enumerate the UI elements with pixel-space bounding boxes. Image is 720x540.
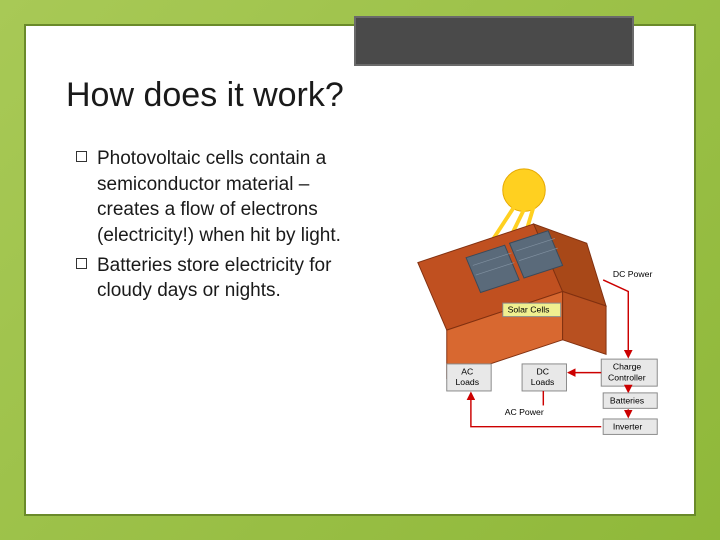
- diagram-svg: Solar Cells DC Power AC Loads DC Loads C…: [374, 166, 674, 446]
- label-text: Solar Cells: [508, 305, 551, 315]
- bullet-list: Photovoltaic cells contain a semiconduct…: [76, 146, 366, 308]
- arrow: [603, 280, 628, 357]
- label-text: Controller: [608, 372, 646, 382]
- label-text: Charge: [613, 362, 642, 372]
- label-text: DC: [537, 367, 550, 377]
- bullet-text: Batteries store electricity for cloudy d…: [97, 253, 366, 304]
- slide-container: How does it work? Photovoltaic cells con…: [24, 24, 696, 516]
- label-text: Batteries: [610, 396, 645, 406]
- solar-diagram: Solar Cells DC Power AC Loads DC Loads C…: [374, 166, 674, 446]
- label-text: Loads: [455, 377, 479, 387]
- sun-icon: [503, 169, 545, 211]
- bullet-text: Photovoltaic cells contain a semiconduct…: [97, 146, 366, 249]
- label-text: Inverter: [613, 422, 643, 432]
- label-text: Loads: [531, 377, 555, 387]
- bullet-marker: [76, 151, 87, 162]
- list-item: Batteries store electricity for cloudy d…: [76, 253, 366, 304]
- bullet-marker: [76, 258, 87, 269]
- label-ac-power: AC Power: [505, 407, 544, 417]
- slide-title: How does it work?: [66, 76, 344, 115]
- label-dc-power: DC Power: [613, 269, 653, 279]
- title-accent-box: [354, 16, 634, 66]
- label-text: AC: [461, 367, 473, 377]
- list-item: Photovoltaic cells contain a semiconduct…: [76, 146, 366, 249]
